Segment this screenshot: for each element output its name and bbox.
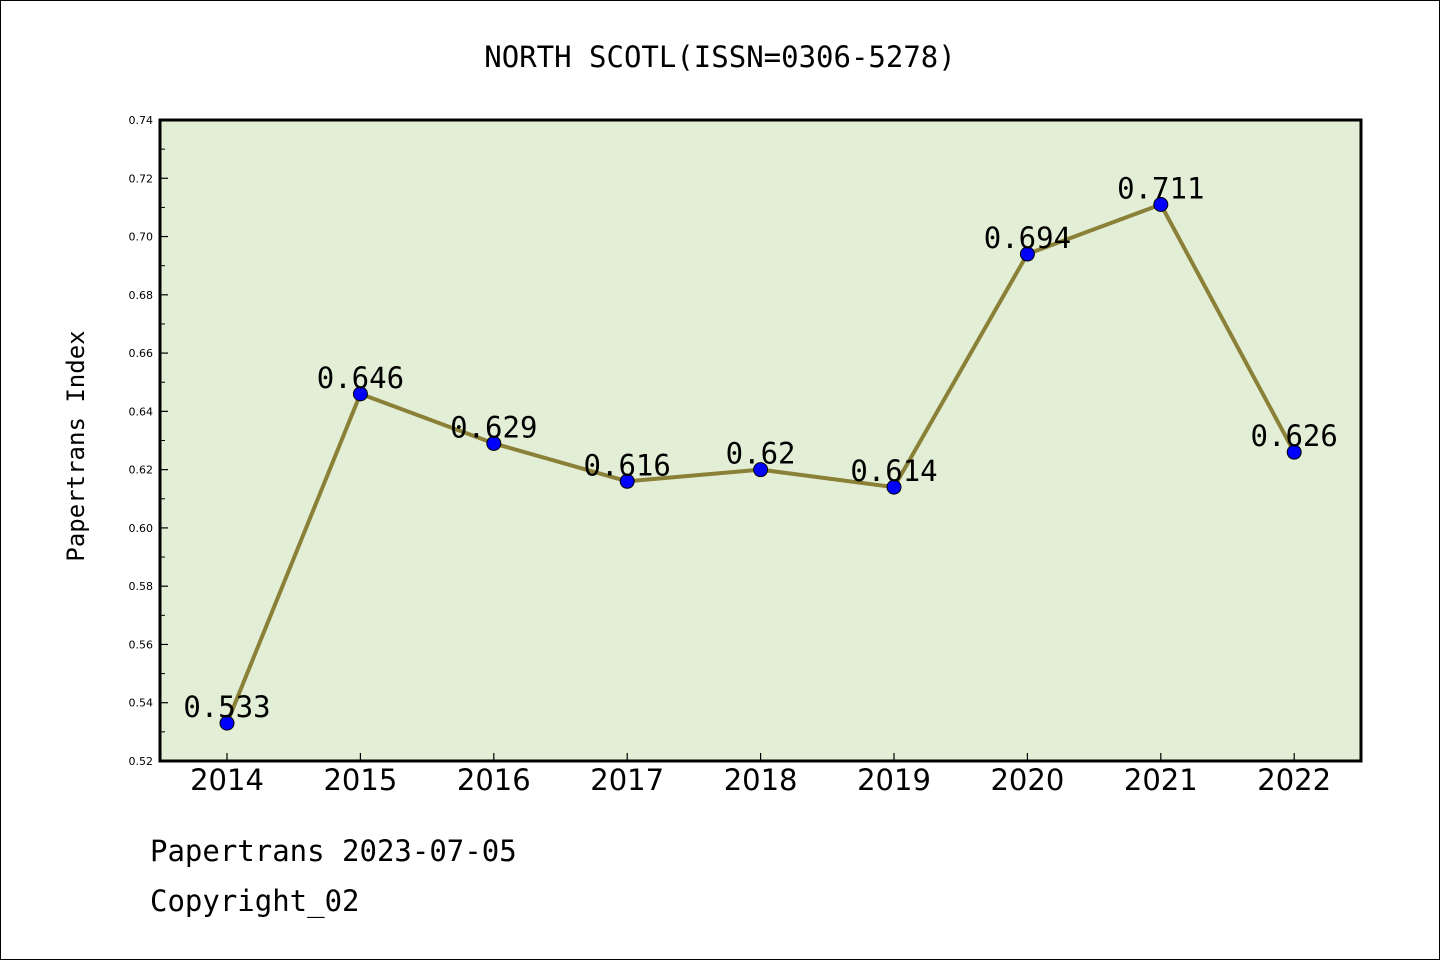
data-label: 0.629 [450, 410, 537, 444]
data-point [1153, 196, 1169, 212]
data-point [352, 386, 368, 402]
x-axis-ticks: 2014 2015 2016 2017 2018 2019 2020 2021 2022 [190, 753, 1331, 797]
y-tick-label: 0.66 [129, 347, 154, 360]
x-tick-label: 2016 [457, 763, 531, 797]
series-line-group [219, 196, 1302, 731]
y-tick-label: 0.70 [129, 231, 154, 244]
x-tick-label: 2018 [724, 763, 798, 797]
y-tick-label: 0.72 [129, 172, 154, 185]
x-tick-label: 2022 [1257, 763, 1331, 797]
x-tick-label: 2019 [857, 763, 931, 797]
data-label: 0.711 [1117, 171, 1204, 205]
chart-title: NORTH SCOTL(ISSN=0306-5278) [484, 40, 955, 74]
plot-area [158, 118, 1363, 763]
data-point [753, 462, 769, 478]
y-tick-label: 0.52 [129, 755, 154, 768]
y-tick-label: 0.56 [129, 638, 154, 651]
data-point [1019, 246, 1035, 262]
x-tick-label: 2017 [590, 763, 664, 797]
data-label: 0.694 [984, 221, 1071, 255]
data-label: 0.626 [1251, 419, 1338, 453]
data-label: 0.616 [584, 448, 671, 482]
y-tick-label: 0.68 [129, 289, 154, 302]
x-tick-label: 2014 [190, 763, 264, 797]
data-label: 0.646 [317, 361, 404, 395]
data-label: 0.62 [726, 437, 796, 471]
x-tick-label: 2020 [990, 763, 1064, 797]
data-point [886, 479, 902, 495]
y-axis-ticks: 0.52 0.54 0.56 0.58 0.60 0.62 0.64 0.66 0.68 0.70… [129, 114, 168, 768]
data-point [486, 435, 502, 451]
y-tick-label: 0.64 [129, 405, 154, 418]
y-tick-label: 0.62 [129, 464, 154, 477]
data-labels: 0.533 0.646 0.629 0.616 0.62 0.614 0.694 0.711 0… [183, 171, 1338, 724]
x-tick-label: 2021 [1124, 763, 1198, 797]
y-tick-label: 0.60 [129, 522, 154, 535]
x-tick-label: 2015 [323, 763, 397, 797]
data-label: 0.614 [850, 454, 937, 488]
footer-date: Papertrans 2023-07-05 [150, 834, 517, 868]
data-point [619, 473, 635, 489]
data-label: 0.533 [183, 690, 270, 724]
y-axis-label: Papertrans Index [62, 330, 90, 561]
y-tick-label: 0.54 [129, 697, 154, 710]
footer-copyright: Copyright_02 [150, 884, 360, 918]
data-point [219, 715, 235, 731]
y-tick-label: 0.74 [129, 114, 154, 127]
data-point [1286, 444, 1302, 460]
y-tick-label: 0.58 [129, 580, 154, 593]
